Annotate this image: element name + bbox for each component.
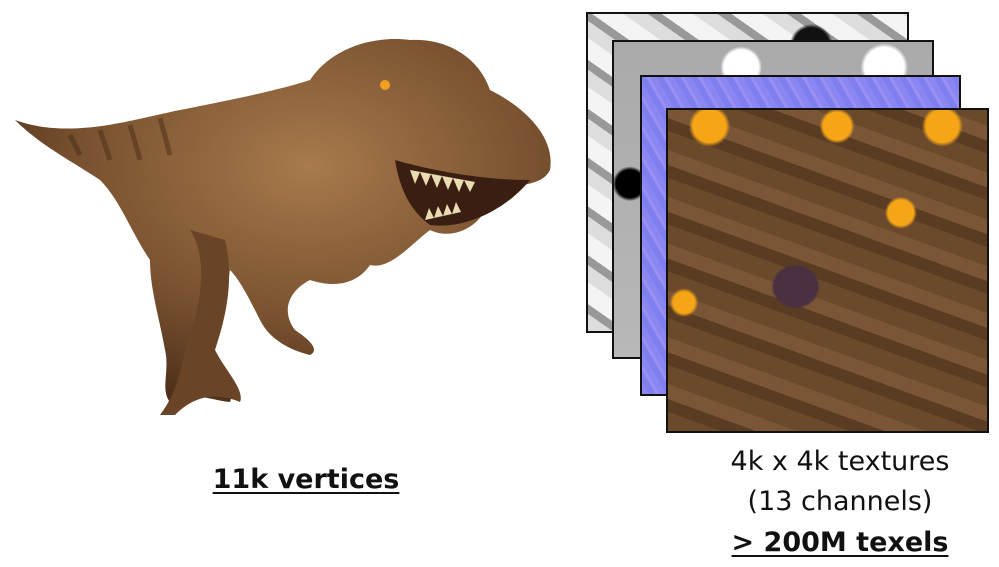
texture-map-albedo [666,108,989,433]
t-rex-model-image [15,39,551,415]
dino-leg [160,230,241,415]
vertex-count-caption: 11k vertices [212,464,400,495]
dino-body [15,39,551,403]
texel-count-caption: > 200M texels [731,527,949,558]
texture-size-caption: 4k x 4k textures [730,446,950,477]
dino-stripes [67,117,173,161]
dino-eye [380,80,390,90]
texture-channels-caption: (13 channels) [747,486,933,517]
dino-teeth [410,170,475,220]
